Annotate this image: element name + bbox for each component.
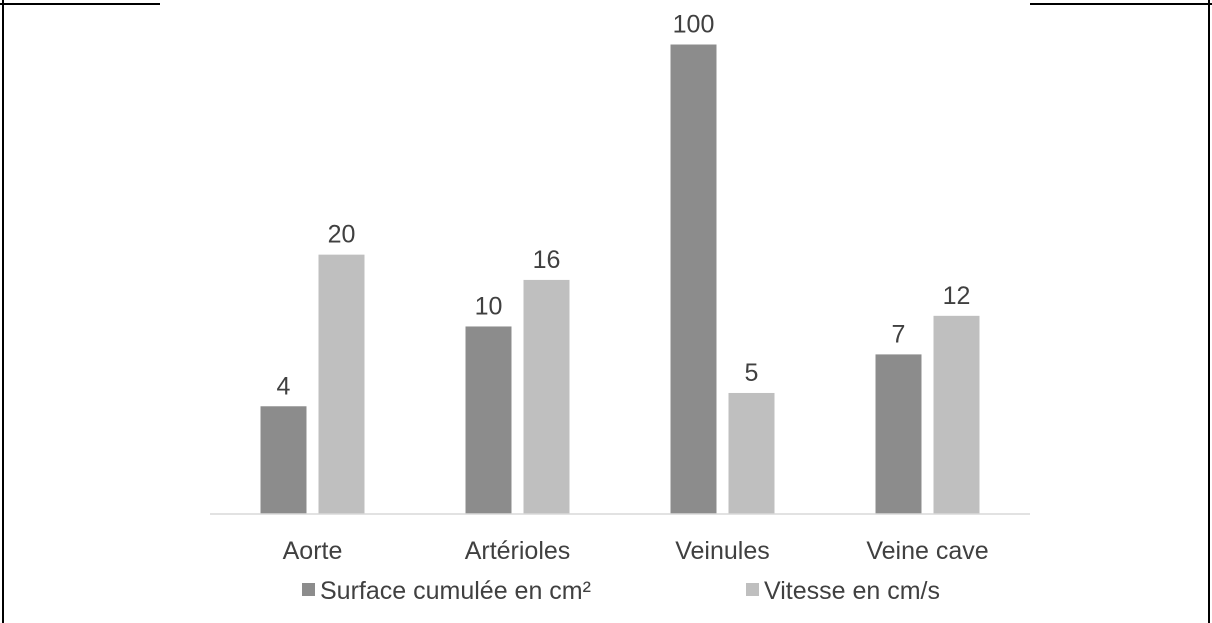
bar-vitesse-1 [523, 279, 570, 514]
bar-vitesse-2 [728, 392, 775, 514]
category-labels-group: Aorte Artérioles Veinules Veine cave [283, 537, 989, 565]
data-label-vitesse-0: 20 [328, 221, 356, 249]
category-label-3: Veine cave [866, 537, 988, 565]
category-label-0: Aorte [283, 537, 343, 565]
bar-surface-3 [875, 354, 922, 514]
data-label-vitesse-3: 12 [943, 282, 971, 310]
bar-surface-1 [465, 326, 512, 514]
legend: Surface cumulée en cm² Vitesse en cm/s [302, 577, 940, 605]
data-label-surface-3: 7 [892, 320, 906, 348]
legend-swatch-1 [746, 583, 759, 596]
bar-surface-0 [260, 406, 307, 514]
data-label-vitesse-2: 5 [745, 359, 759, 387]
data-labels-group: 4 20 10 16 100 5 7 12 [277, 11, 971, 401]
legend-label-1: Vitesse en cm/s [764, 577, 940, 605]
category-label-1: Artérioles [465, 537, 571, 565]
data-label-surface-0: 4 [277, 372, 291, 400]
bars-group [260, 44, 980, 514]
category-label-2: Veinules [675, 537, 770, 565]
data-label-surface-1: 10 [475, 292, 503, 320]
data-label-vitesse-1: 16 [533, 246, 561, 274]
bar-surface-2 [670, 44, 717, 514]
legend-swatch-0 [302, 583, 315, 596]
bar-vitesse-3 [933, 315, 980, 514]
bar-vitesse-0 [318, 254, 365, 514]
legend-label-0: Surface cumulée en cm² [320, 577, 591, 605]
data-label-surface-2: 100 [673, 11, 715, 39]
